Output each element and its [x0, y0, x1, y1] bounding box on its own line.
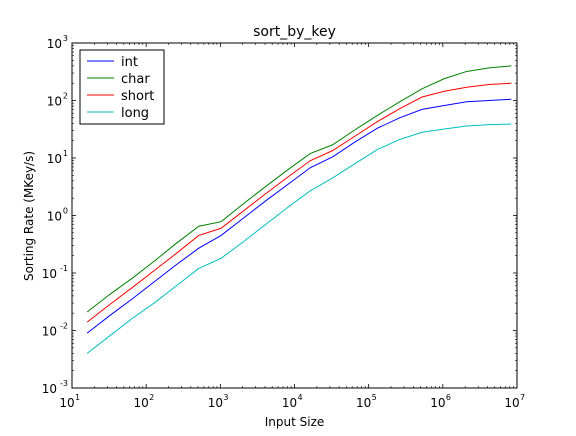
y-tick-label: 10: [42, 382, 57, 396]
x-tick-label-exponent: 5: [372, 393, 377, 402]
x-tick-label: 10: [208, 396, 223, 410]
series-line-short: [86, 82, 512, 323]
x-tick-label-exponent: 4: [298, 393, 303, 402]
x-tick-label: 10: [59, 396, 74, 410]
axis-ticks: 10 1 10 2 10 3 10 4 10 5 10 6 10 7-310-210-1100101102…: [42, 34, 525, 410]
y-tick-label: 10: [47, 152, 62, 166]
x-tick-label-exponent: 3: [223, 393, 228, 402]
x-axis-label: Input Size: [265, 415, 325, 429]
y-tick-label-exponent: -2: [60, 322, 68, 331]
y-tick-label-exponent: -1: [60, 264, 68, 273]
y-tick-label-exponent: 1: [63, 149, 68, 158]
y-tick-label-exponent: 0: [63, 207, 68, 216]
y-tick-label: 10: [47, 210, 62, 224]
x-tick-label-exponent: 2: [149, 393, 154, 402]
y-tick-label-exponent: -3: [60, 379, 68, 388]
x-tick-label: 10: [134, 396, 149, 410]
y-axis-label: Sorting Rate (MKey/s): [22, 151, 36, 281]
x-tick-label-exponent: 6: [446, 393, 451, 402]
y-tick-label: 10: [42, 325, 57, 339]
y-tick-label: 10: [42, 267, 57, 281]
y-tick-label: 10: [47, 95, 62, 109]
y-tick-label: 10: [47, 37, 62, 51]
series-line-int: [86, 98, 512, 334]
legend: int char short long: [79, 49, 165, 125]
series-line-long: [86, 123, 512, 354]
legend-label-short: short: [121, 89, 154, 104]
series-line-char: [86, 65, 512, 313]
legend-label-long: long: [121, 106, 149, 121]
legend-label-int: int: [121, 55, 138, 70]
legend-label-char: char: [121, 72, 150, 87]
x-tick-label: 10: [504, 396, 519, 410]
x-tick-label-exponent: 7: [520, 393, 525, 402]
y-tick-label-exponent: 2: [63, 92, 68, 101]
plot-area: [86, 65, 512, 354]
chart-title: sort_by_key: [253, 24, 336, 40]
y-tick-label-exponent: 3: [63, 34, 68, 43]
x-tick-label: 10: [430, 396, 445, 410]
x-tick-label-exponent: 1: [75, 393, 80, 402]
x-tick-label: 10: [356, 396, 371, 410]
x-tick-label: 10: [282, 396, 297, 410]
